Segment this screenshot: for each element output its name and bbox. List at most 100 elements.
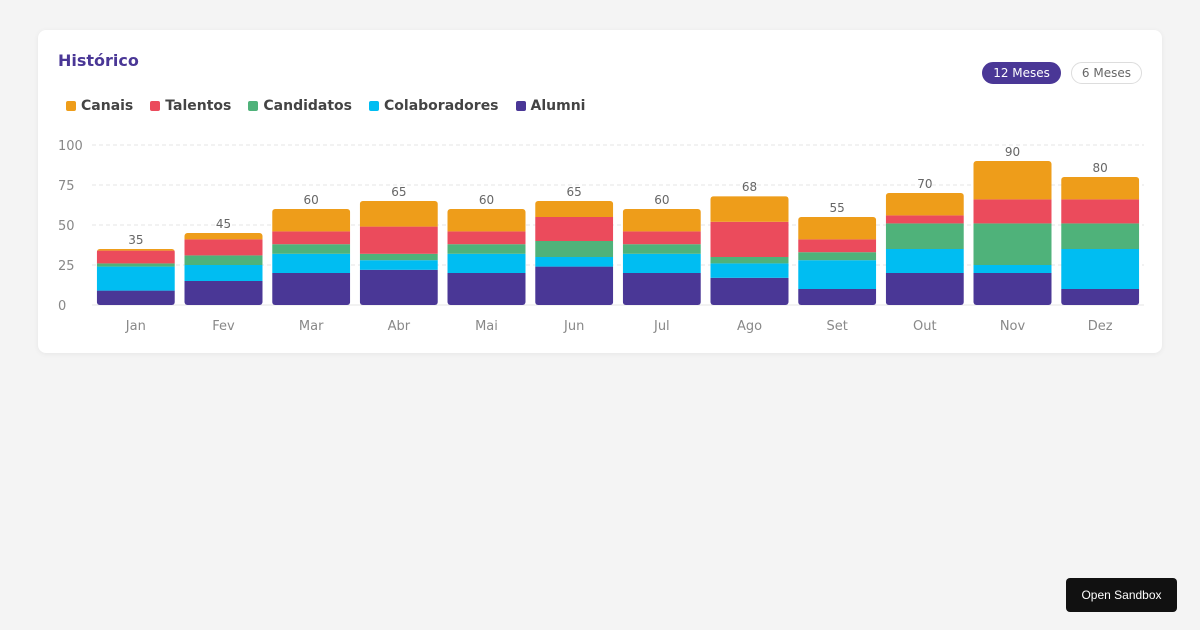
bar-segment-talentos[interactable] <box>359 226 438 254</box>
x-tick-label: Dez <box>1088 319 1113 334</box>
bar-segment-canais[interactable] <box>535 201 614 217</box>
bar-segment-candidatos[interactable] <box>798 252 877 261</box>
bar-segment-alumni[interactable] <box>1061 289 1140 305</box>
bar-segment-colaboradores[interactable] <box>973 265 1052 273</box>
bar-segment-candidatos[interactable] <box>973 223 1052 265</box>
bar-segment-canais[interactable] <box>798 217 877 240</box>
open-sandbox-button[interactable]: Open Sandbox <box>1066 578 1177 612</box>
bar-segment-alumni[interactable] <box>798 289 877 305</box>
bar-segment-alumni[interactable] <box>96 290 175 305</box>
bar-segment-candidatos[interactable] <box>447 244 526 254</box>
bar-segment-candidatos[interactable] <box>885 223 964 249</box>
bar-segment-colaboradores[interactable] <box>96 266 175 291</box>
bar-segment-colaboradores[interactable] <box>447 253 526 273</box>
bar-segment-alumni[interactable] <box>359 269 438 305</box>
bar-segment-colaboradores[interactable] <box>710 263 789 278</box>
bar-segment-talentos[interactable] <box>96 250 175 264</box>
bar-segment-candidatos[interactable] <box>710 257 789 264</box>
bar-segment-canais[interactable] <box>710 196 789 222</box>
bar-segment-talentos[interactable] <box>622 231 701 245</box>
bar-segment-talentos[interactable] <box>973 199 1052 224</box>
bar-segment-candidatos[interactable] <box>96 263 175 267</box>
grid-lines <box>92 144 1144 306</box>
bar-total-label: 70 <box>917 177 932 191</box>
bar-segment-canais[interactable] <box>447 209 526 232</box>
bar-segment-candidatos[interactable] <box>1061 223 1140 249</box>
bar-segment-talentos[interactable] <box>272 231 351 245</box>
bar-stack-jan[interactable] <box>96 249 175 305</box>
bar-stack-set[interactable] <box>798 217 877 305</box>
bar-stack-nov[interactable] <box>973 161 1052 305</box>
x-tick-label: Nov <box>1000 319 1026 334</box>
bar-segment-colaboradores[interactable] <box>359 260 438 270</box>
labels: 0 25 50 75 100 35 Jan 45 Fev 60 Mar 65 Abr 60 Mai 65 Jun… <box>58 139 1113 334</box>
bar-segment-talentos[interactable] <box>184 239 263 256</box>
bar-segment-colaboradores[interactable] <box>272 253 351 273</box>
bar-segment-alumni[interactable] <box>535 266 614 305</box>
range-12-months-button[interactable]: 12 Meses <box>982 62 1061 84</box>
bar-stack-ago[interactable] <box>710 196 789 305</box>
bar-stack-abr[interactable] <box>359 201 438 305</box>
y-tick-label: 50 <box>58 219 75 234</box>
bar-segment-canais[interactable] <box>885 193 964 216</box>
legend-item-colaboradores[interactable]: Colaboradores <box>369 98 499 114</box>
y-tick-label: 0 <box>58 299 66 314</box>
legend-label: Talentos <box>165 98 232 114</box>
bar-segment-talentos[interactable] <box>447 231 526 245</box>
legend-item-alumni[interactable]: Alumni <box>515 98 586 114</box>
bar-segment-canais[interactable] <box>96 249 175 251</box>
bar-segment-talentos[interactable] <box>710 221 789 257</box>
bar-segment-talentos[interactable] <box>885 215 964 224</box>
bar-stack-mar[interactable] <box>272 209 351 305</box>
bar-segment-alumni[interactable] <box>447 273 526 305</box>
bar-total-label: 35 <box>128 233 143 247</box>
bar-segment-canais[interactable] <box>272 209 351 232</box>
bar-total-label: 55 <box>830 201 845 215</box>
bars <box>96 161 1140 305</box>
x-tick-label: Mar <box>299 319 324 334</box>
bar-segment-canais[interactable] <box>184 233 263 240</box>
bar-segment-talentos[interactable] <box>798 239 877 253</box>
y-tick-label: 100 <box>58 139 83 154</box>
bar-segment-candidatos[interactable] <box>535 241 614 257</box>
bar-segment-alumni[interactable] <box>710 277 789 305</box>
bar-segment-alumni[interactable] <box>184 281 263 305</box>
bar-segment-colaboradores[interactable] <box>184 265 263 281</box>
bar-total-label: 80 <box>1093 161 1108 175</box>
stacked-bar-chart: 0 25 50 75 100 35 Jan 45 Fev 60 Mar 65 Abr 60 Mai 65 Jun… <box>58 139 1144 334</box>
bar-segment-alumni[interactable] <box>622 273 701 305</box>
range-6-months-button[interactable]: 6 Meses <box>1070 62 1142 84</box>
bar-segment-candidatos[interactable] <box>622 244 701 254</box>
bar-segment-candidatos[interactable] <box>184 255 263 265</box>
bar-segment-canais[interactable] <box>1061 177 1140 200</box>
bar-segment-alumni[interactable] <box>973 273 1052 305</box>
legend-item-canais[interactable]: Canais <box>66 98 133 114</box>
bar-stack-jul[interactable] <box>622 209 701 305</box>
bar-segment-candidatos[interactable] <box>359 253 438 261</box>
bar-stack-fev[interactable] <box>184 233 263 305</box>
bar-segment-talentos[interactable] <box>535 217 614 241</box>
bar-segment-talentos[interactable] <box>1061 199 1140 224</box>
bar-segment-colaboradores[interactable] <box>798 260 877 289</box>
legend-item-candidatos[interactable]: Candidatos <box>248 98 352 114</box>
legend-swatch <box>369 101 380 111</box>
bar-segment-alumni[interactable] <box>885 273 964 305</box>
bar-stack-out[interactable] <box>885 193 964 305</box>
bar-stack-jun[interactable] <box>535 201 614 305</box>
y-tick-label: 25 <box>58 259 75 274</box>
bar-stack-mai[interactable] <box>447 209 526 305</box>
legend-swatch <box>66 101 76 111</box>
x-tick-label: Out <box>913 319 937 334</box>
bar-segment-canais[interactable] <box>973 161 1052 200</box>
bar-segment-colaboradores[interactable] <box>1061 249 1140 289</box>
bar-segment-colaboradores[interactable] <box>535 257 614 267</box>
legend-item-talentos[interactable]: Talentos <box>150 98 231 114</box>
bar-segment-alumni[interactable] <box>272 273 351 305</box>
bar-segment-colaboradores[interactable] <box>885 249 964 273</box>
bar-segment-canais[interactable] <box>359 201 438 227</box>
bar-segment-canais[interactable] <box>622 209 701 232</box>
bar-segment-colaboradores[interactable] <box>622 253 701 273</box>
legend-swatch <box>150 101 161 111</box>
bar-stack-dez[interactable] <box>1061 177 1140 305</box>
bar-segment-candidatos[interactable] <box>272 244 351 254</box>
